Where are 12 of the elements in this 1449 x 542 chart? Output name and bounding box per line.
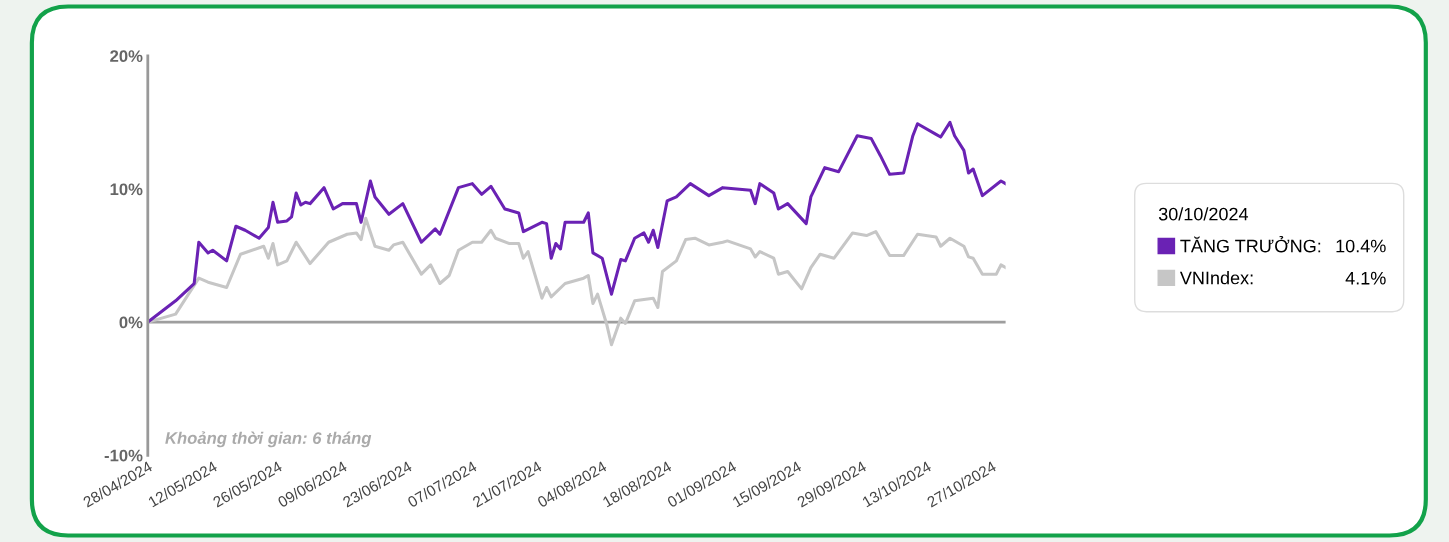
- text: 4.1%: [1345, 271, 1386, 285]
- y-tick-label: 10%: [110, 183, 143, 196]
- line-series: [147, 216, 1006, 347]
- line-series: [147, 120, 1006, 324]
- y-tick-label: 0%: [119, 316, 143, 329]
- legend-title: 30/10/2024: [1158, 207, 1249, 221]
- text: 10.4%: [1336, 239, 1386, 253]
- legend-label: VNIndex:: [1179, 271, 1253, 285]
- annotation: Khoảng thời gian: 6 tháng: [165, 431, 372, 448]
- y-tick-label: 20%: [110, 50, 143, 63]
- legend-label: TĂNG TRƯỞNG:: [1180, 236, 1321, 253]
- y-tick-label: -10%: [104, 449, 143, 462]
